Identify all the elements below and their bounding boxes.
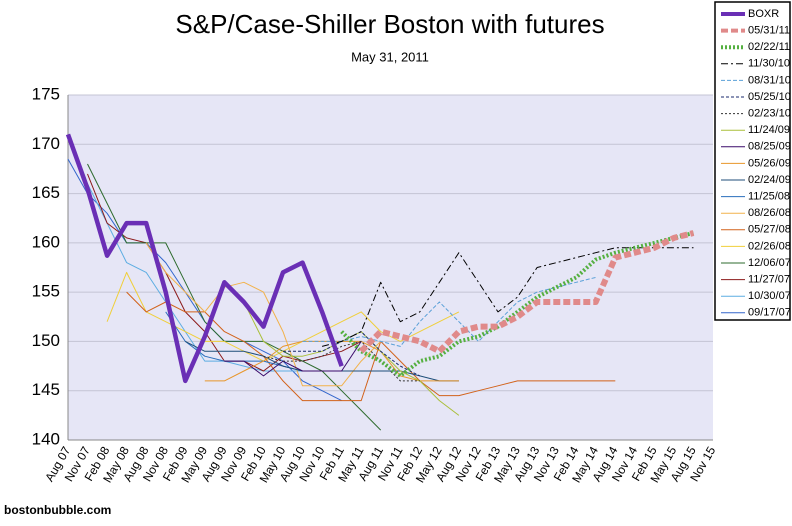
legend-label: 08/26/08 — [748, 207, 791, 219]
legend-label: 05/31/11 — [748, 25, 790, 37]
legend-label: 02/24/09 — [748, 174, 791, 186]
legend-box — [714, 1, 791, 321]
series-line — [263, 340, 420, 382]
series-line — [340, 231, 694, 378]
legend-label: 10/30/07 — [748, 290, 791, 302]
y-tick-label: 170 — [32, 134, 60, 153]
legend-label: 05/25/10 — [748, 91, 791, 103]
legend-label: 02/22/11 — [748, 41, 790, 53]
chart-subtitle: May 31, 2011 — [351, 49, 429, 64]
legend-label: 11/25/08 — [748, 191, 790, 203]
series-line — [359, 230, 695, 355]
plot-area — [68, 95, 713, 440]
legend-label: 08/25/09 — [748, 141, 791, 153]
legend-label: 05/26/09 — [748, 157, 791, 169]
legend-label: 09/17/07 — [748, 307, 791, 319]
legend-label: 08/31/10 — [748, 74, 791, 86]
y-tick-label: 145 — [32, 380, 60, 399]
y-tick-label: 165 — [32, 183, 60, 202]
legend-label: 11/30/10 — [748, 58, 790, 70]
legend-label: BOXR — [748, 8, 779, 20]
source: bostonbubble.com — [4, 503, 111, 517]
y-tick-label: 150 — [32, 331, 60, 350]
series-line — [65, 133, 344, 384]
legend-label: 05/27/08 — [748, 224, 791, 236]
series-line — [87, 163, 382, 431]
legend-label: 02/26/08 — [748, 240, 791, 252]
y-tick-label: 175 — [32, 84, 60, 103]
chart-title: S&P/Case-Shiller Boston with futures — [175, 9, 604, 39]
y-tick-label: 140 — [32, 429, 60, 448]
legend-label: 02/23/10 — [748, 108, 791, 120]
y-tick-label: 160 — [32, 232, 60, 251]
series-line — [321, 247, 694, 347]
y-tick-label: 155 — [32, 282, 60, 301]
legend-label: 12/06/07 — [748, 257, 791, 269]
series-line — [145, 242, 382, 387]
series-line — [224, 341, 362, 377]
legend-label: 11/27/07 — [748, 274, 790, 286]
legend-label: 11/24/09 — [748, 124, 790, 136]
